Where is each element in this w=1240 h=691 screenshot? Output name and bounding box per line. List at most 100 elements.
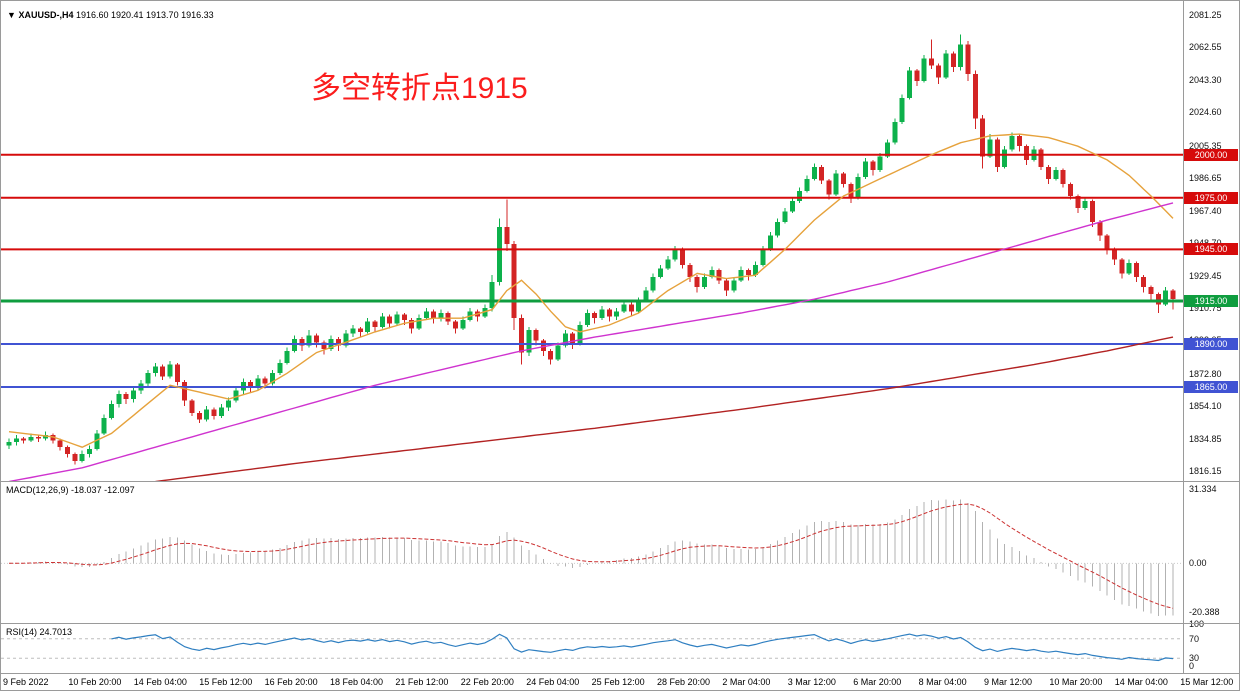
candle-up (526, 330, 532, 353)
candle-up (797, 190, 803, 202)
price-tick: 1854.10 (1189, 400, 1222, 411)
rsi-panel[interactable]: RSI(14) 24.7013 (1, 624, 1183, 673)
candle-down (606, 309, 612, 317)
candle-up (555, 345, 561, 360)
time-label: 28 Feb 20:00 (657, 677, 711, 687)
candle-up (921, 58, 927, 81)
candle-down (431, 311, 437, 319)
candle-down (716, 270, 722, 281)
macd-tick: 31.334 (1189, 484, 1217, 495)
fast-ma-line[interactable] (8, 133, 1174, 448)
time-label: 8 Mar 04:00 (918, 677, 967, 687)
candle-up (658, 268, 664, 277)
candle-down (994, 139, 1000, 167)
candle-down (262, 378, 268, 384)
candle-up (804, 178, 810, 191)
candle-up (108, 404, 114, 418)
candle-down (540, 340, 546, 351)
candle-down (35, 436, 41, 439)
rsi-chart[interactable] (1, 624, 1183, 673)
time-label: 15 Feb 12:00 (199, 677, 253, 687)
candle-down (694, 276, 700, 288)
candle-down (511, 244, 517, 319)
candle-down (592, 313, 598, 319)
candle-down (841, 173, 847, 185)
candle-down (409, 319, 415, 329)
macd-tick: -20.388 (1189, 606, 1220, 617)
candle-up (614, 311, 620, 317)
rsi-tick: 100 (1189, 619, 1205, 629)
candle-up (87, 448, 93, 455)
candle-down (1155, 294, 1161, 305)
candle-down (182, 381, 188, 401)
candle-down (57, 440, 63, 448)
candle-down (372, 321, 378, 327)
candle-up (577, 325, 583, 344)
candle-down (1016, 135, 1022, 147)
candle-up (28, 436, 34, 441)
time-label: 2 Mar 04:00 (722, 677, 771, 687)
candle-up (496, 227, 502, 283)
price-panel[interactable]: ▼ XAUUSD-,H4 1916.60 1920.41 1913.70 191… (1, 1, 1183, 481)
candle-up (1126, 263, 1132, 274)
rsi-tick: 30 (1189, 653, 1200, 664)
price-scale[interactable]: 2081.25 2062.55 2043.30 2024.60 2005.35 1986.… (1183, 1, 1239, 673)
price-tag-1865.00: 1865.00 (1184, 380, 1238, 393)
collapse-arrow-icon[interactable]: ▼ (7, 10, 16, 20)
candle-down (65, 447, 71, 455)
time-axis[interactable]: 9 Feb 2022 10 Feb 20:00 14 Feb 04:00 15 Feb… (1, 673, 1239, 690)
panel-separator[interactable] (1, 481, 1239, 482)
candle-up (284, 350, 290, 363)
candle-down (848, 184, 854, 198)
macd-values: -18.037 -12.097 (71, 485, 135, 495)
rsi-tick: 0 (1189, 661, 1195, 671)
candle-down (504, 227, 510, 245)
candle-up (306, 335, 312, 346)
candle-up (460, 319, 466, 329)
candle-down (965, 44, 971, 74)
candle-up (738, 270, 744, 281)
slow-ma-line[interactable] (9, 336, 1174, 481)
candle-up (987, 139, 993, 157)
panel-separator[interactable] (1, 623, 1239, 624)
candle-down (174, 364, 180, 382)
macd-panel[interactable]: MACD(12,26,9) -18.037 -12.097 (1, 482, 1183, 623)
candle-down (950, 53, 956, 68)
time-label: 14 Feb 04:00 (133, 677, 187, 687)
candle-up (1053, 170, 1059, 179)
candlestick-chart[interactable] (1, 1, 1183, 481)
time-label: 16 Feb 20:00 (264, 677, 318, 687)
candle-down (453, 321, 459, 329)
candle-down (21, 438, 27, 441)
candle-up (79, 454, 85, 461)
candle-up (833, 173, 839, 195)
annotation-text[interactable]: 多空转折点1915 (311, 72, 528, 105)
candle-down (1170, 290, 1176, 300)
candle-up (489, 282, 495, 308)
candle-up (906, 70, 912, 98)
candle-up (584, 313, 590, 326)
mid-ma-line[interactable] (8, 202, 1174, 481)
candle-up (672, 249, 678, 260)
candle-up (877, 156, 883, 171)
time-label: 22 Feb 20:00 (460, 677, 514, 687)
time-label: 9 Feb 2022 (3, 677, 49, 687)
candle-down (1119, 259, 1125, 274)
candle-up (863, 161, 869, 178)
macd-chart[interactable] (1, 482, 1183, 623)
candle-down (533, 330, 539, 341)
time-label: 25 Feb 12:00 (591, 677, 645, 687)
candle-up (167, 364, 173, 377)
candle-up (218, 407, 224, 417)
time-label: 10 Feb 20:00 (68, 677, 122, 687)
candle-down (1089, 201, 1095, 222)
candle-down (1141, 276, 1147, 288)
candle-down (1068, 184, 1074, 197)
candle-down (745, 270, 751, 276)
candle-down (548, 350, 554, 360)
candle-down (50, 435, 56, 441)
candle-up (665, 259, 671, 269)
time-label: 10 Mar 20:00 (1049, 677, 1103, 687)
candle-down (123, 393, 129, 400)
price-tick: 2024.60 (1189, 107, 1222, 118)
